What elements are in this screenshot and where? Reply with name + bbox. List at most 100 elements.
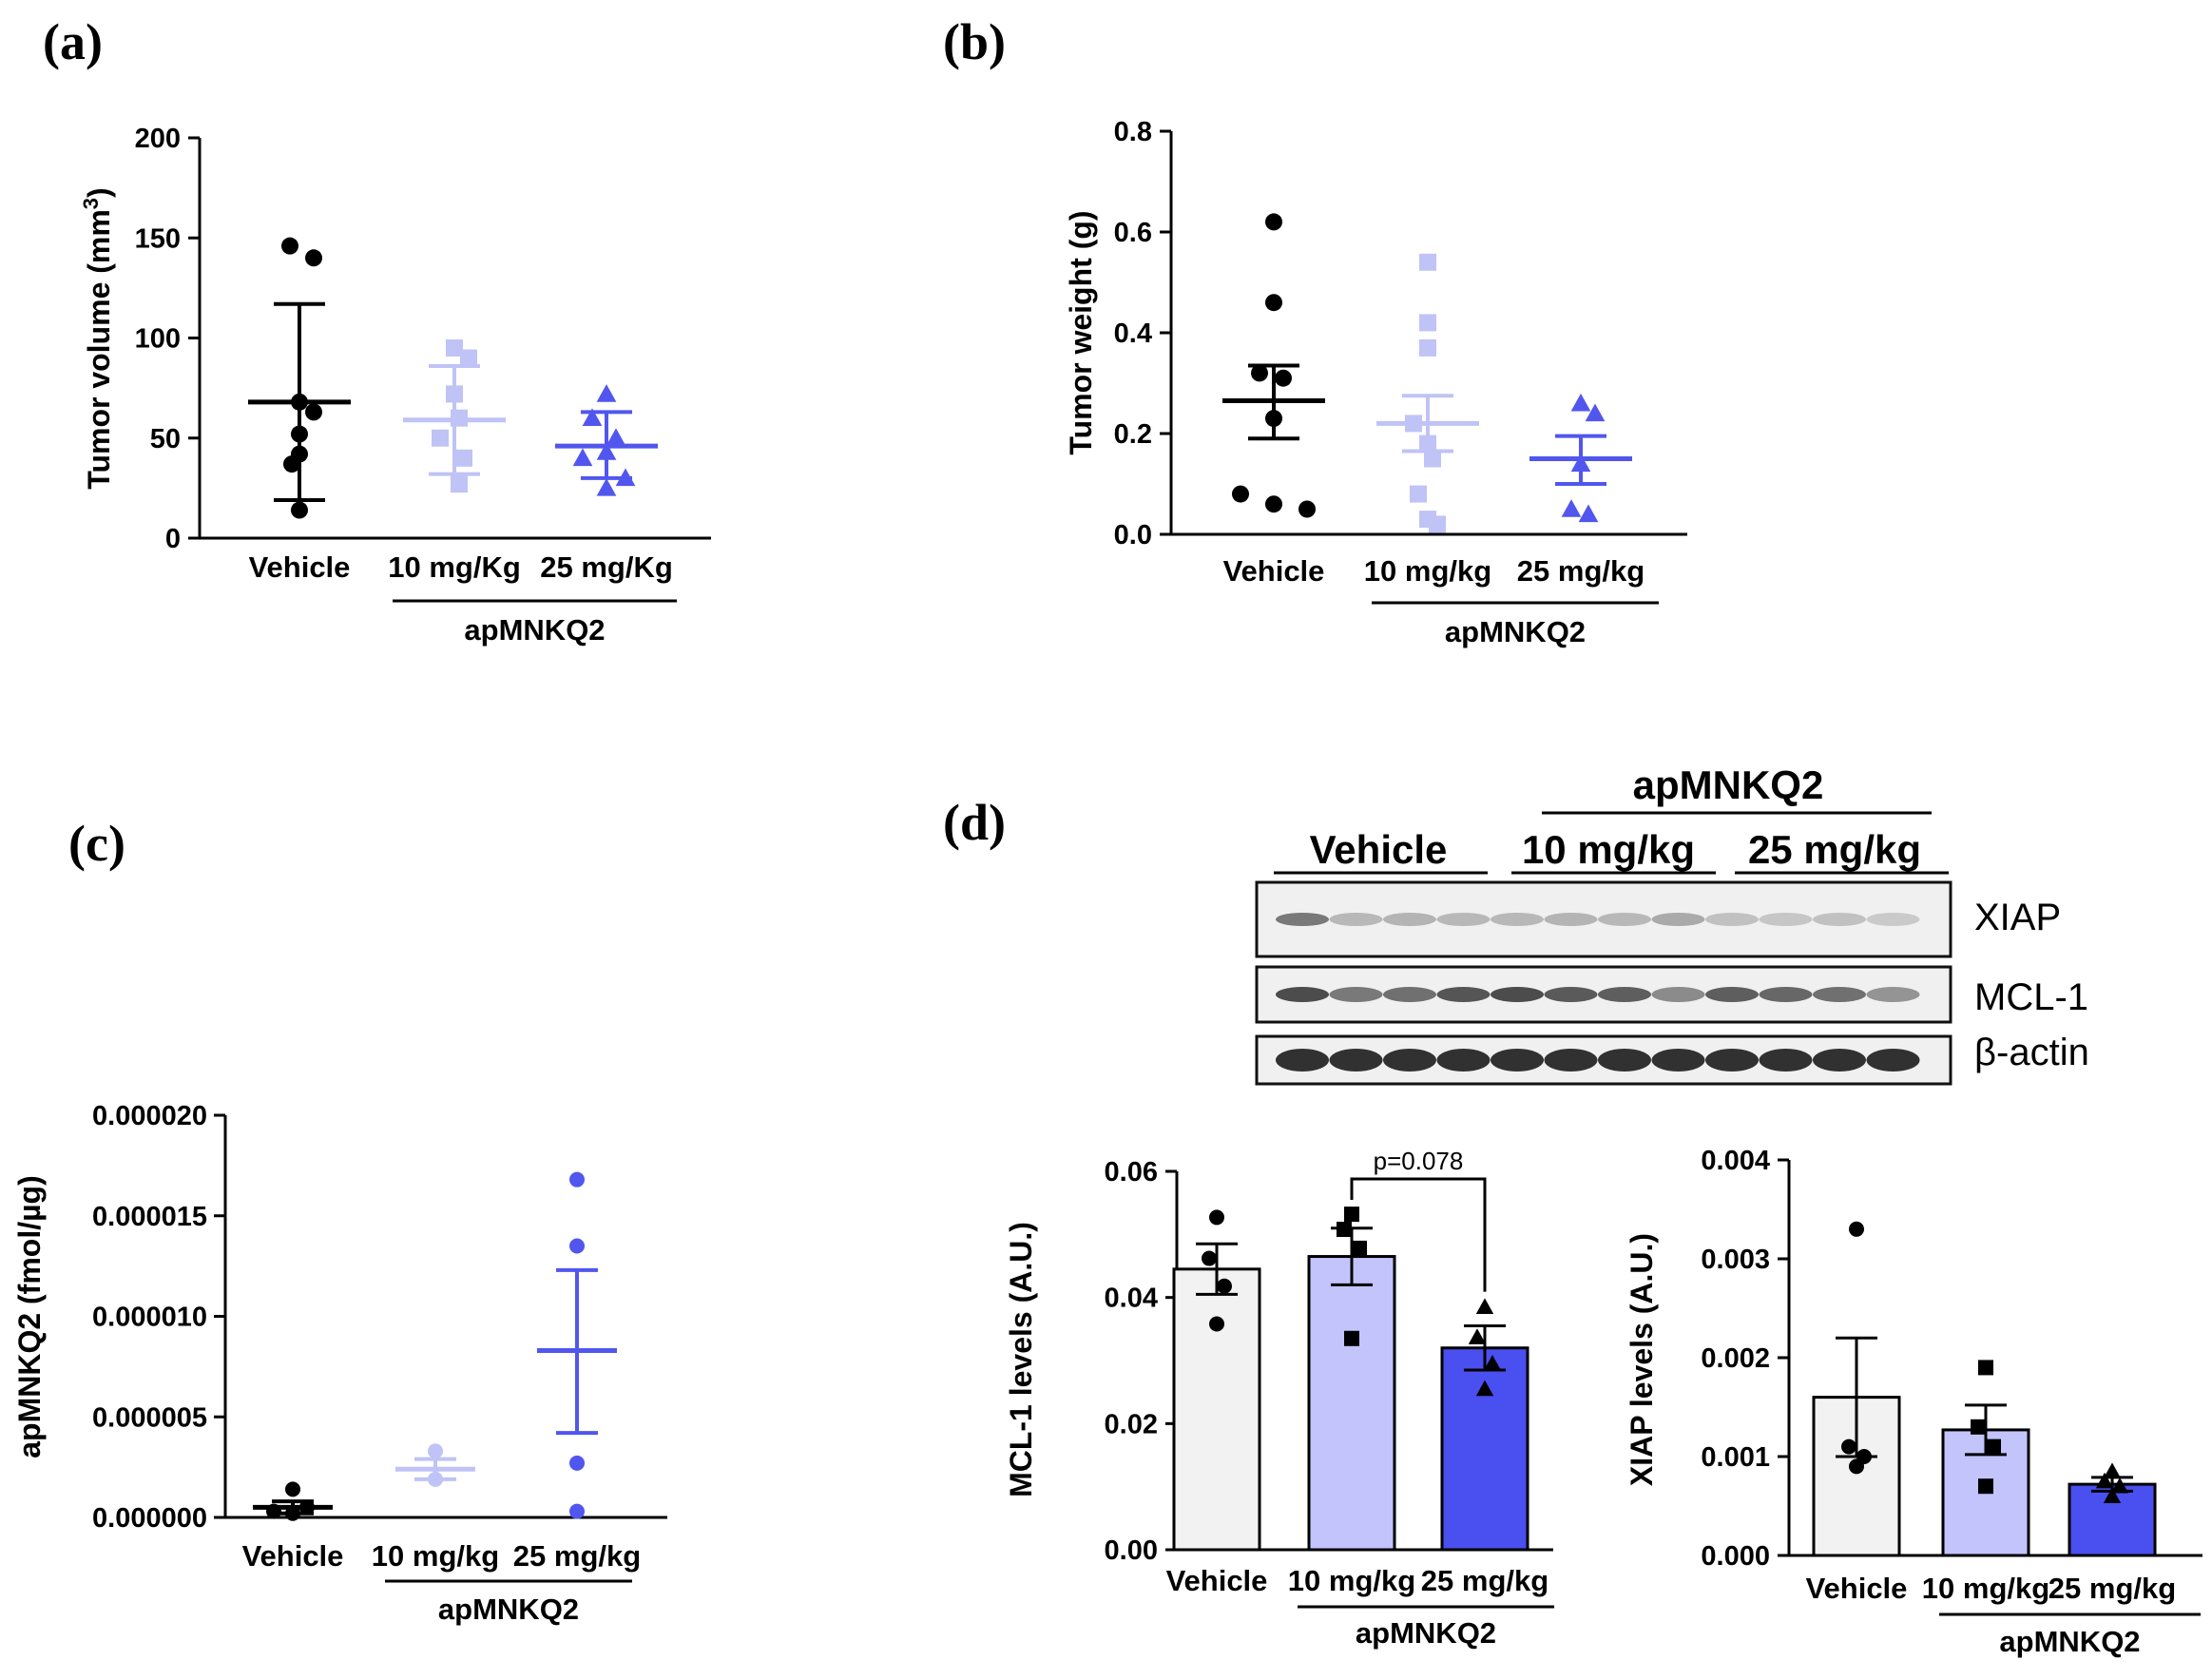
x-category-label: 10 mg/kg — [1922, 1572, 2049, 1605]
blot-strip-actin-band — [1759, 1049, 1813, 1072]
y-tick-label: 0.06 — [1105, 1157, 1158, 1188]
data-point — [283, 455, 300, 473]
x-category-label: Vehicle — [1806, 1572, 1908, 1605]
blot-strip-actin-band — [1598, 1049, 1651, 1072]
blot-strip-mcl1-band — [1598, 987, 1651, 1002]
data-point — [1352, 1240, 1367, 1256]
blot-strip-mcl1-band — [1329, 987, 1383, 1002]
data-point — [1424, 450, 1441, 468]
data-point — [1419, 338, 1436, 357]
y-tick-label: 0.00 — [1105, 1535, 1158, 1566]
y-axis-label-text: MCL-1 levels (A.U.) — [1004, 1222, 1038, 1497]
blot-strip-xiap-band — [1813, 913, 1866, 926]
blot-header-25: 25 mg/kg — [1748, 827, 1921, 872]
data-point — [569, 1503, 585, 1519]
data-point — [285, 1481, 300, 1497]
bar — [1172, 1267, 1261, 1552]
y-tick-label: 0.0 — [1114, 520, 1152, 550]
y-axis-label-text: apMNKQ2 (fmol/µg) — [12, 1175, 47, 1458]
data-point — [569, 1238, 585, 1254]
x-category-label: Vehicle — [1166, 1564, 1268, 1597]
blot-strip-xiap-band — [1491, 913, 1544, 926]
blot-strip-xiap-band — [1705, 913, 1759, 926]
blot-strip-mcl1-band — [1383, 987, 1436, 1002]
blot-strip-actin-band — [1705, 1049, 1759, 1072]
y-axis-label-close: ) — [82, 187, 116, 198]
data-point — [291, 501, 308, 519]
data-point — [1475, 1380, 1494, 1397]
western-blot: apMNKQ2 Vehicle 10 mg/kg 25 mg/kg XIAP M… — [1255, 763, 2089, 1086]
blot-strip-actin-band — [1276, 1049, 1329, 1072]
significance-label: p=0.078 — [1374, 1147, 1464, 1175]
data-point — [1419, 253, 1436, 271]
data-point — [1483, 1355, 1502, 1371]
chart-b: 0.0 0.2 0.4 0.6 0.8 Tumor weight (g) Vehicle 10… — [1064, 117, 1687, 648]
bar — [1440, 1346, 1529, 1552]
blot-label-mcl1: MCL-1 — [1974, 976, 2088, 1018]
y-tick-label: 0.6 — [1114, 218, 1152, 248]
y-tick-label: 0.02 — [1105, 1409, 1158, 1439]
x-category-label: 10 mg/kg — [1364, 554, 1491, 588]
blot-strip-actin-band — [1329, 1049, 1383, 1072]
y-tick-label: 0.04 — [1105, 1284, 1158, 1314]
blot-header-group: apMNKQ2 — [1633, 763, 1824, 807]
blot-strip-mcl1-band — [1866, 987, 1920, 1002]
chart-d1: 0.00 0.02 0.04 0.06 MCL-1 levels (A.U.) Vehic… — [1004, 1147, 1554, 1650]
y-axis-label-text: XIAP levels (A.U.) — [1625, 1233, 1659, 1486]
blot-strip-xiap-band — [1436, 913, 1491, 926]
x-category-label: Vehicle — [242, 1539, 344, 1573]
data-point — [1209, 1316, 1224, 1332]
y-tick-label: 0.000015 — [92, 1202, 207, 1232]
data-point — [1344, 1207, 1359, 1223]
data-point — [1251, 364, 1268, 382]
group-label: apMNKQ2 — [464, 613, 605, 647]
data-point — [1585, 403, 1606, 422]
data-point — [305, 249, 322, 267]
panel-label-b: (b) — [943, 13, 1006, 70]
y-tick-label: 0.000 — [1701, 1541, 1770, 1572]
data-point — [1202, 1250, 1217, 1266]
y-tick-label: 0.000010 — [92, 1303, 207, 1333]
data-point — [1475, 1298, 1494, 1314]
blot-strip-xiap-band — [1329, 913, 1383, 926]
y-axis-label-superscript: 3 — [79, 198, 103, 209]
y-axis-label: XIAP levels (A.U.) — [1625, 1233, 1659, 1486]
chart-a: 0 50 100 150 200 Tumor volume (mm3) Vehicle 10 … — [79, 124, 711, 647]
data-point — [572, 448, 593, 467]
data-point — [1337, 1222, 1352, 1238]
blot-strip-actin-band — [1544, 1049, 1598, 1072]
data-point — [1410, 485, 1427, 503]
data-point — [446, 339, 463, 357]
blot-strip-actin-band — [1491, 1049, 1544, 1072]
data-point — [1978, 1360, 1993, 1376]
data-point — [455, 449, 472, 467]
data-point — [596, 478, 617, 496]
blot-strip-mcl1-band — [1759, 987, 1813, 1002]
data-point — [428, 1443, 443, 1459]
y-tick-label: 0.000000 — [92, 1503, 207, 1534]
x-category-label: 10 mg/kg — [1288, 1564, 1415, 1597]
blot-strip-xiap-band — [1759, 913, 1813, 926]
blot-strip-mcl1-band — [1705, 987, 1759, 1002]
panel-label-a: (a) — [43, 13, 103, 70]
data-point — [2095, 1472, 2114, 1489]
y-tick-label: 0.000020 — [92, 1101, 207, 1131]
data-point — [1841, 1439, 1856, 1455]
blot-strip-actin-band — [1813, 1049, 1866, 1072]
group-label: apMNKQ2 — [1445, 615, 1586, 648]
x-category-label: Vehicle — [1223, 554, 1325, 588]
data-point — [1232, 485, 1249, 503]
y-tick-label: 0.004 — [1701, 1146, 1770, 1176]
data-point — [1849, 1458, 1864, 1475]
data-point — [1275, 369, 1292, 387]
y-axis-label: apMNKQ2 (fmol/µg) — [12, 1175, 47, 1458]
blot-strip-mcl1-band — [1436, 987, 1491, 1002]
data-point — [606, 428, 626, 447]
blot-strip-mcl1-band — [1276, 987, 1329, 1002]
data-point — [281, 237, 298, 255]
y-tick-label: 0.003 — [1701, 1245, 1770, 1275]
blot-strip-xiap-band — [1276, 913, 1329, 926]
y-tick-label: 50 — [150, 424, 181, 454]
